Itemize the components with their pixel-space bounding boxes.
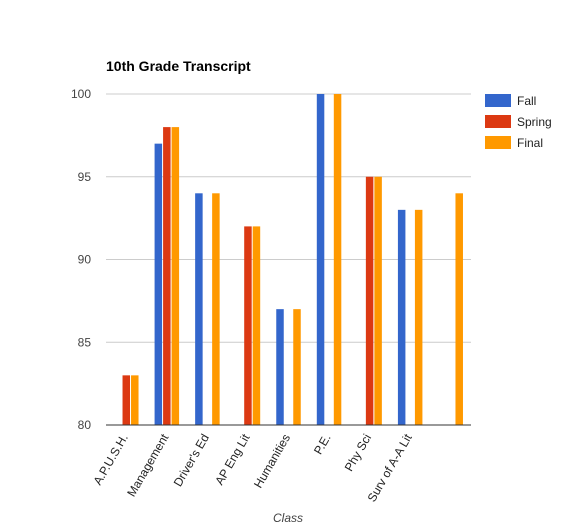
y-axis-ticks: 80 85 90 95 100: [71, 87, 91, 432]
x-axis-title: Class: [273, 511, 303, 525]
legend-swatch-fall: [485, 94, 511, 107]
bar-final: [212, 193, 220, 425]
x-tick-label: P.E.: [311, 432, 334, 457]
y-tick-label: 85: [78, 335, 92, 349]
y-tick-label: 95: [78, 170, 92, 184]
bar-final: [333, 94, 342, 425]
y-tick-label: 90: [78, 253, 92, 267]
bar-final: [252, 226, 261, 425]
legend: Fall Spring Final: [485, 94, 552, 150]
y-tick-label: 100: [71, 87, 91, 101]
x-tick-label: Humanities: [251, 432, 293, 491]
bar-fall: [397, 209, 406, 425]
legend-swatch-spring: [485, 115, 511, 128]
bar-fall: [316, 94, 325, 425]
bar-final: [131, 375, 139, 425]
chart-title: 10th Grade Transcript: [106, 58, 251, 74]
y-tick-label: 80: [78, 418, 92, 432]
legend-label-fall: Fall: [517, 94, 536, 108]
bars: [122, 94, 463, 425]
x-tick-label: Phy Sci: [342, 432, 374, 474]
bar-fall: [195, 193, 203, 425]
bar-final: [171, 127, 180, 425]
bar-final: [293, 309, 301, 425]
bar-final: [414, 209, 423, 425]
bar-spring: [365, 176, 374, 425]
bar-spring: [244, 226, 252, 425]
x-tick-label: A.P.U.S.H.: [91, 432, 131, 488]
bar-final: [374, 176, 382, 425]
bar-fall: [276, 309, 284, 425]
legend-label-final: Final: [517, 136, 543, 150]
bar-spring: [163, 127, 171, 425]
bar-fall: [154, 143, 163, 425]
x-tick-label: Management: [124, 431, 171, 499]
x-tick-label: Driver's Ed: [171, 432, 212, 490]
legend-label-spring: Spring: [517, 115, 552, 129]
bar-final: [455, 193, 463, 425]
legend-swatch-final: [485, 136, 511, 149]
x-axis-tick-labels: A.P.U.S.H.Management Driver's Ed AP Eng Li…: [91, 431, 416, 504]
bar-spring: [122, 375, 131, 425]
x-tick-label: AP Eng Lit: [212, 431, 253, 487]
